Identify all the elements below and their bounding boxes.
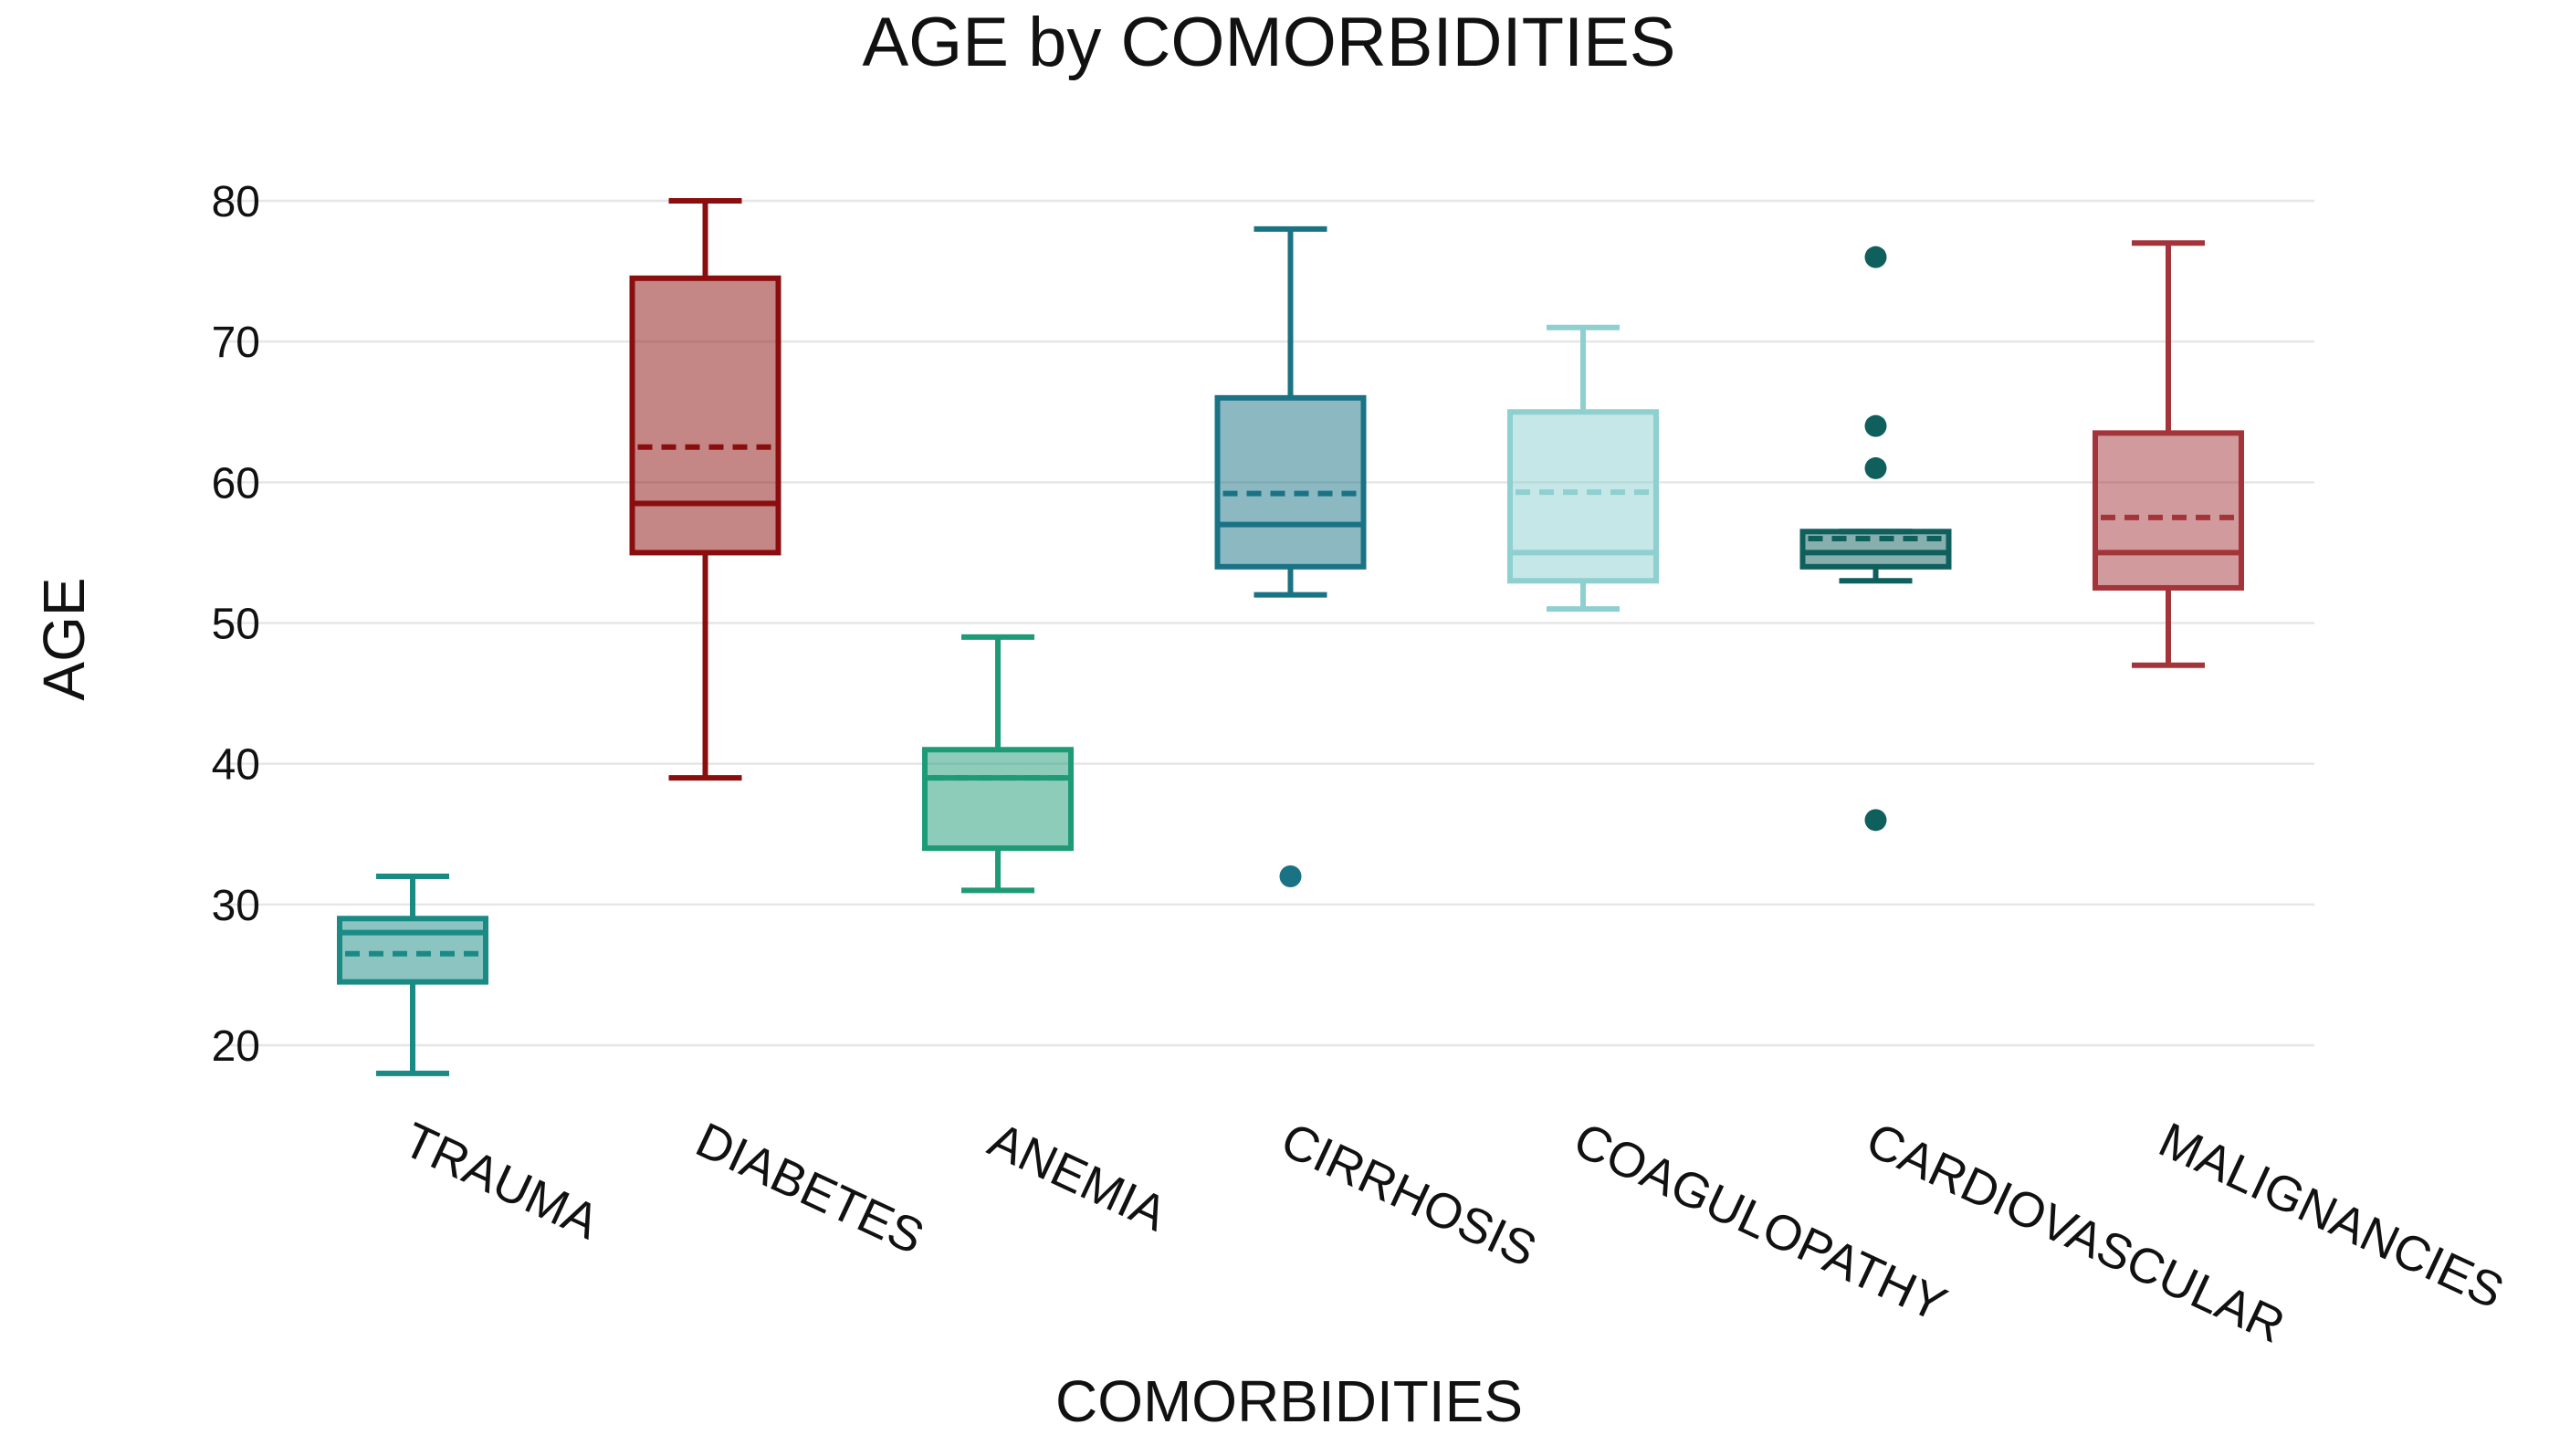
iqr-box bbox=[1799, 529, 1952, 570]
iqr-box bbox=[922, 747, 1074, 852]
iqr-box bbox=[1214, 394, 1367, 570]
y-axis-title: AGE bbox=[31, 577, 97, 700]
chart-title: AGE by COMORBIDITIES bbox=[862, 4, 1675, 81]
iqr-box bbox=[337, 916, 488, 985]
box-cardiovascular bbox=[1799, 246, 1952, 832]
iqr-box bbox=[2093, 430, 2244, 591]
box-malignancies bbox=[2093, 240, 2244, 668]
iqr-box bbox=[1507, 409, 1659, 584]
box-diabetes bbox=[629, 198, 781, 781]
x-axis-category-labels: TRAUMA DIABETES ANEMIA CIRRHOSIS COAGULOPATH… bbox=[395, 1112, 2512, 1353]
outlier-point bbox=[1864, 809, 1887, 832]
box-trauma bbox=[337, 874, 488, 1076]
x-category-label: DIABETES bbox=[687, 1112, 931, 1264]
y-tick-label: 30 bbox=[212, 882, 260, 930]
outlier-point bbox=[1864, 456, 1887, 479]
outlier-point bbox=[1864, 246, 1887, 268]
boxes bbox=[337, 198, 2244, 1076]
y-tick-label: 50 bbox=[212, 601, 260, 649]
y-tick-label: 80 bbox=[212, 178, 260, 226]
x-category-label: TRAUMA bbox=[395, 1112, 607, 1250]
x-category-label: ANEMIA bbox=[981, 1112, 1175, 1241]
gridlines bbox=[228, 199, 2314, 1047]
iqr-box bbox=[629, 275, 781, 556]
y-axis-ticks: 20 30 40 50 60 70 80 bbox=[212, 178, 260, 1071]
x-axis-title: COMORBIDITIES bbox=[1055, 1368, 1523, 1434]
y-tick-label: 60 bbox=[212, 459, 260, 508]
y-tick-label: 70 bbox=[212, 319, 260, 367]
box-anemia bbox=[922, 634, 1074, 894]
outlier-point bbox=[1864, 414, 1887, 437]
x-category-label: CIRRHOSIS bbox=[1273, 1112, 1544, 1277]
box-coagulopathy bbox=[1507, 324, 1659, 613]
box-cirrhosis bbox=[1214, 225, 1367, 887]
y-tick-label: 40 bbox=[212, 741, 260, 790]
y-tick-label: 20 bbox=[212, 1022, 260, 1071]
outlier-point bbox=[1279, 865, 1302, 887]
